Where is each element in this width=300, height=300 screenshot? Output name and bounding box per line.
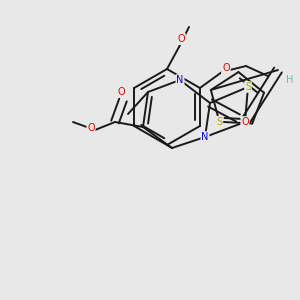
Text: O: O	[87, 123, 95, 133]
Text: O: O	[241, 117, 249, 127]
Text: N: N	[201, 132, 209, 142]
Text: O: O	[222, 63, 230, 73]
Text: H: H	[286, 75, 294, 85]
Text: O: O	[222, 63, 230, 73]
Text: S: S	[216, 117, 222, 127]
Text: S: S	[245, 82, 251, 92]
Text: O: O	[117, 87, 125, 97]
Text: O: O	[177, 34, 185, 44]
Text: N: N	[176, 75, 184, 85]
Text: O: O	[177, 34, 185, 44]
